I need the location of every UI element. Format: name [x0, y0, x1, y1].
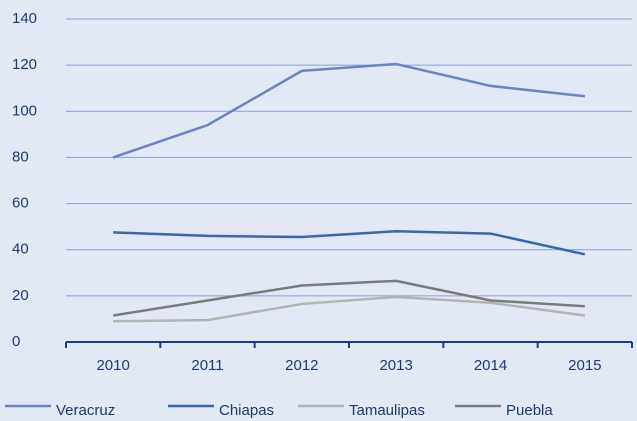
y-tick-label: 120: [12, 56, 37, 73]
series-line: [112, 62, 585, 159]
y-tick-label: 40: [12, 241, 29, 258]
x-tick-label: 2011: [191, 357, 223, 374]
y-tick-label: 140: [12, 10, 37, 27]
y-tick-label: 100: [12, 102, 37, 119]
legend-label: Veracruz: [56, 402, 115, 419]
series-line: [113, 230, 586, 256]
x-tick-label: 2014: [474, 357, 507, 374]
legend-label: Puebla: [506, 402, 553, 419]
x-tick-label: 2015: [568, 357, 601, 374]
x-tick-label: 2012: [285, 357, 318, 374]
y-tick-label: 60: [12, 195, 29, 212]
y-tick-label: 80: [12, 148, 29, 165]
x-tick-label: 2010: [96, 357, 129, 374]
y-tick-label: 0: [12, 333, 20, 350]
legend-label: Tamaulipas: [349, 402, 425, 419]
y-tick-label: 20: [12, 287, 29, 304]
x-tick-label: 2013: [379, 357, 412, 374]
series-line: [112, 279, 585, 317]
legend-label: Chiapas: [219, 402, 274, 419]
series-line: [113, 295, 585, 323]
